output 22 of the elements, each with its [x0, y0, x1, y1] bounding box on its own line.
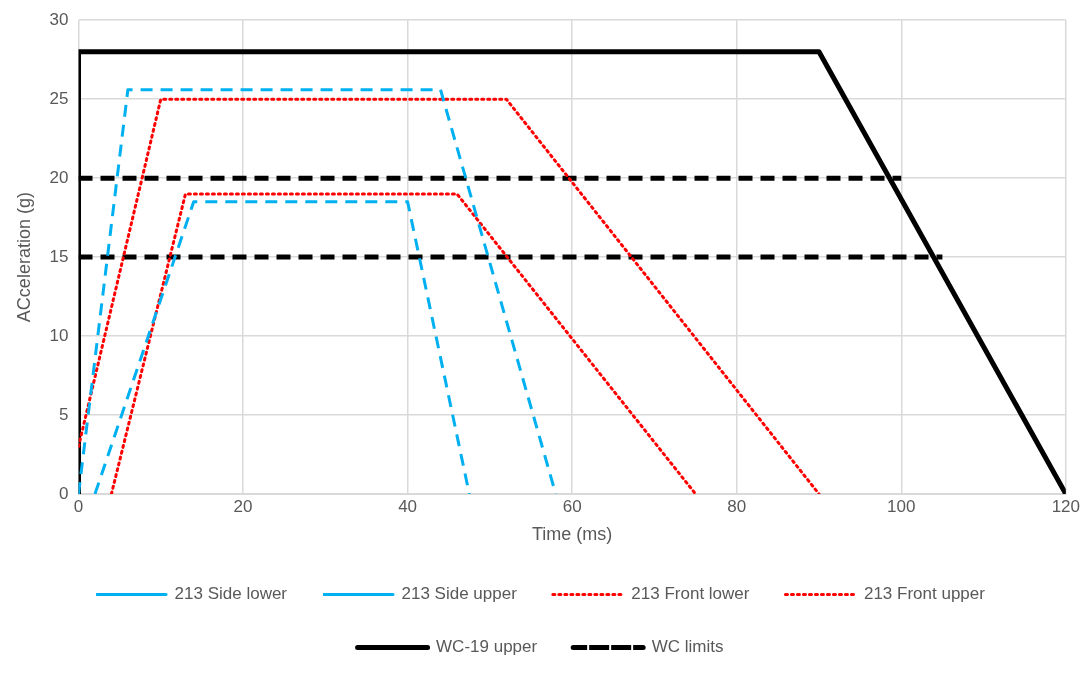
legend-label: 213 Side upper — [401, 584, 518, 604]
x-tick-label: 80 — [727, 496, 747, 516]
y-tick-label: 20 — [49, 167, 69, 187]
x-tick-label: 40 — [398, 496, 418, 516]
legend-label: 213 Side lower — [174, 584, 288, 604]
y-tick-label: 30 — [49, 9, 69, 29]
x-axis-title: Time (ms) — [532, 524, 613, 545]
y-tick-label: 5 — [59, 404, 69, 424]
legend-label: WC-19 upper — [436, 637, 538, 657]
y-axis-title: ACceleration (g) — [13, 192, 34, 323]
y-tick-label: 0 — [59, 483, 69, 503]
legend-label: WC limits — [651, 637, 724, 657]
y-tick-label: 25 — [49, 88, 69, 108]
x-tick-label: 120 — [1051, 496, 1081, 516]
x-tick-label: 20 — [233, 496, 253, 516]
x-tick-label: 60 — [562, 496, 582, 516]
x-tick-label: 0 — [73, 496, 84, 516]
legend-label: 213 Front upper — [863, 584, 986, 604]
y-tick-label: 15 — [49, 246, 69, 266]
y-tick-label: 10 — [49, 325, 69, 345]
x-tick-label: 100 — [887, 496, 916, 516]
legend-label: 213 Front lower — [631, 584, 750, 604]
